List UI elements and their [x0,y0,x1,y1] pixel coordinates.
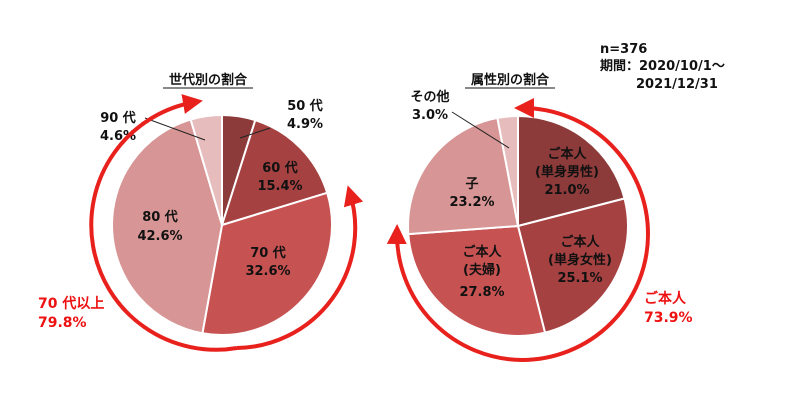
attr-labels: その他 3.0% ご本人 (単身男性) 21.0% ご本人 (単身女性) 25.… [410,89,611,300]
value-single-male: 21.0% [544,183,589,198]
age-bracket-arrow-left [89,94,238,352]
value-single-female: 25.1% [557,271,602,286]
self-summary-value: 73.9% [644,310,693,326]
age-pie [111,113,333,336]
value-child: 23.2% [449,195,494,210]
label-single-male-l1: ご本人 [547,146,587,162]
slice-60s [220,118,329,227]
slice-90s [189,113,223,226]
value-60s: 15.4% [257,179,302,194]
self-bracket-arrow-right [514,98,650,362]
leader-90s [144,117,206,141]
age-chart-title: 世代別の割合 [169,72,248,88]
age-labels: 50 代 4.9% 60 代 15.4% 70 代 32.6% 80 代 42.… [100,98,323,279]
label-70s: 70 代 [250,245,286,261]
self-summary-label: ご本人 [644,290,687,307]
age-summary-value: 79.8% [38,315,87,331]
age-bracket-arrow-right [236,185,364,350]
attr-pie [407,114,629,337]
value-other: 3.0% [412,108,448,123]
self-bracket-arrow-left [386,224,523,362]
label-90s: 90 代 [100,110,136,126]
label-50s: 50 代 [287,98,323,114]
period-line-1: 期間：2020/10/1～ [600,59,725,74]
label-couple-l1: ご本人 [462,244,502,260]
label-single-female-l1: ご本人 [560,234,600,250]
slice-70s [201,191,333,336]
value-80s: 42.6% [137,229,182,244]
slice-80s [111,118,224,335]
value-couple: 27.8% [459,285,504,300]
age-summary-label: 70 代以上 [38,295,104,312]
slice-child [407,116,520,236]
value-70s: 32.6% [245,264,290,279]
label-60s: 60 代 [262,160,298,176]
label-child: 子 [465,177,478,192]
period-line-2: 2021/12/31 [636,77,718,92]
value-50s: 4.9% [287,117,323,132]
sample-size: n=376 [600,42,647,57]
attr-chart-title: 属性別の割合 [471,72,550,88]
label-80s: 80 代 [142,209,178,225]
slice-single-female [516,197,629,334]
label-other: その他 [410,89,449,105]
label-single-female-l2: (単身女性) [548,252,612,268]
label-couple-l2: (夫婦) [463,262,501,278]
leader-other [451,111,510,149]
slice-couple [407,224,547,337]
label-single-male-l2: (単身男性) [535,164,599,180]
leader-50s [239,127,271,139]
